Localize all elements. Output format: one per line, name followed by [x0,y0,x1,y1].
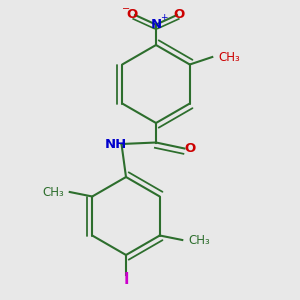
Text: +: + [160,13,167,22]
Text: CH₃: CH₃ [42,185,64,199]
Text: NH: NH [105,137,127,151]
Text: O: O [126,8,138,22]
Text: I: I [123,272,129,287]
Text: O: O [173,8,184,22]
Text: O: O [184,142,196,155]
Text: N: N [150,18,162,31]
Text: CH₃: CH₃ [188,233,210,247]
Text: CH₃: CH₃ [218,50,240,64]
Text: −: − [122,4,130,14]
